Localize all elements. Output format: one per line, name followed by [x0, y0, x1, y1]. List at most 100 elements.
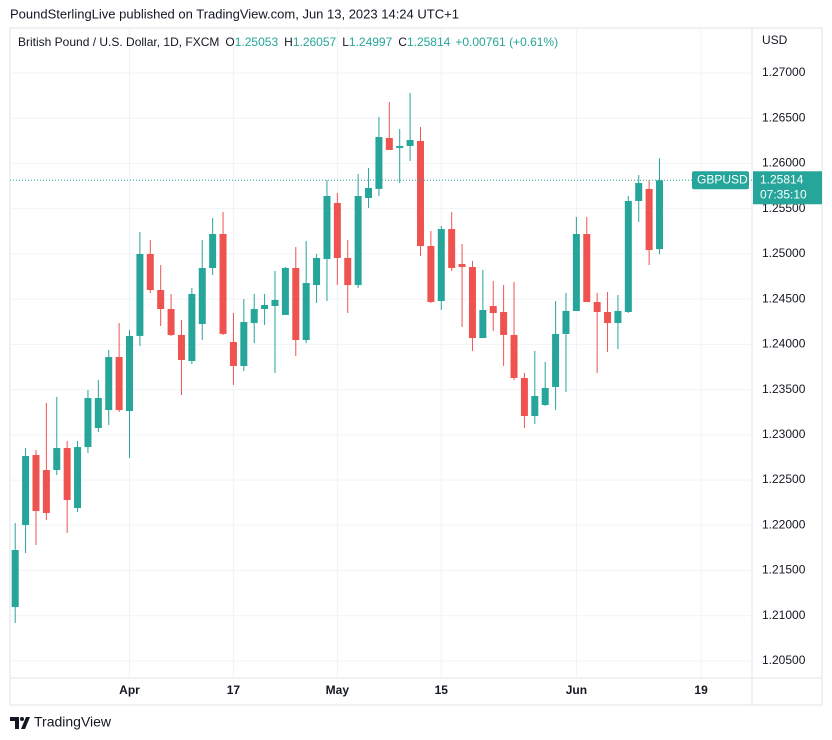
symbol-tag — [692, 171, 749, 190]
candle-body — [22, 455, 30, 526]
candle-body — [593, 302, 601, 312]
legend-ohlc-label: O — [225, 35, 234, 49]
candle-body — [510, 334, 518, 379]
chart-frame — [9, 27, 823, 706]
legend-ohlc-value: 1.25814 — [407, 35, 451, 49]
candle-body — [656, 180, 664, 250]
price-tag — [753, 171, 822, 205]
y-tick-label: 1.27000 — [762, 65, 806, 79]
candle-body — [42, 470, 50, 513]
candle-body — [500, 311, 508, 335]
candle-body — [406, 140, 414, 146]
candle-body — [240, 322, 248, 366]
candle-body — [541, 387, 549, 405]
candle-body — [53, 448, 61, 471]
candle-body — [479, 309, 487, 339]
legend-ohlc-label: C — [398, 35, 407, 49]
candle-body — [63, 448, 71, 500]
candle-body — [313, 257, 321, 286]
legend-title: British Pound / U.S. Dollar, 1D, FXCM — [18, 35, 219, 49]
candle-body — [84, 398, 92, 448]
candle-body — [11, 549, 19, 607]
legend-ohlc-label: H — [284, 35, 293, 49]
legend-ohlc-value: 1.26057 — [293, 35, 337, 49]
candle-body — [520, 378, 528, 417]
y-tick-label: 1.25500 — [762, 201, 806, 215]
y-tick-label: 1.24500 — [762, 291, 806, 305]
candle-body — [562, 310, 570, 334]
candle-body — [635, 182, 643, 201]
candle-body — [531, 396, 539, 417]
candle-body — [614, 310, 622, 324]
candle-body — [74, 447, 82, 509]
candle-body — [572, 233, 580, 311]
price-tag-value: 1.25814 — [760, 172, 804, 186]
candle-body — [552, 333, 560, 387]
y-tick-label: 1.24000 — [762, 337, 806, 351]
candle-body — [624, 200, 632, 312]
candle-body — [281, 268, 289, 315]
price-tag-countdown: 07:35:10 — [760, 187, 807, 201]
y-tick-label: 1.22000 — [762, 517, 806, 531]
y-tick-label: 1.22500 — [762, 472, 806, 486]
candle-body — [261, 305, 269, 309]
footer: TradingView — [34, 714, 112, 730]
y-tick-label: 1.21500 — [762, 563, 806, 577]
candle-body — [229, 342, 237, 366]
y-tick-label: 1.26000 — [762, 156, 806, 170]
x-tick-label: 19 — [694, 683, 708, 697]
tv-logo — [10, 717, 30, 729]
candle-body — [146, 253, 154, 290]
candle-body — [354, 196, 362, 286]
x-tick-label: May — [326, 683, 350, 697]
candle-body — [458, 264, 466, 268]
candle-body — [365, 187, 373, 198]
candle-body — [333, 202, 341, 258]
header: PoundSterlingLive published on TradingVi… — [10, 6, 459, 21]
y-tick-label: 1.20500 — [762, 653, 806, 667]
candle-body — [437, 229, 445, 302]
candle-body — [385, 138, 393, 150]
legend-ohlc-value: 1.25053 — [235, 35, 279, 49]
candle-body — [645, 188, 653, 251]
candle-body — [219, 233, 227, 334]
candle-body — [323, 196, 331, 259]
candle-body — [292, 268, 300, 341]
candle-body — [126, 335, 134, 412]
candle-body — [32, 455, 40, 512]
x-tick-label: Jun — [566, 683, 587, 697]
candle-body — [302, 283, 310, 341]
legend-ohlc-value: 1.24997 — [349, 35, 393, 49]
legend: British Pound / U.S. Dollar, 1D, FXCM O1.… — [18, 35, 558, 49]
y-tick-label: 1.23000 — [762, 427, 806, 441]
candle-body — [396, 145, 404, 148]
candle-body — [427, 246, 435, 303]
candle-body — [94, 398, 102, 429]
candle-body — [583, 233, 591, 303]
candle-body — [177, 334, 185, 361]
candle-body — [344, 257, 352, 286]
y-tick-label: 1.21000 — [762, 608, 806, 622]
candle-body — [448, 229, 456, 269]
x-tick-label: 15 — [435, 683, 449, 697]
candle-body — [416, 141, 424, 247]
legend-change: +0.00761 (+0.61%) — [455, 35, 558, 49]
candle-body — [188, 293, 196, 362]
symbol-name: GBPUSD — [697, 172, 748, 186]
candle-body — [198, 268, 206, 325]
candle-body — [136, 253, 144, 336]
candle-body — [375, 137, 383, 189]
candle-body — [105, 357, 113, 411]
candle-body — [157, 289, 165, 309]
candle-body — [209, 233, 217, 269]
candle-body — [115, 357, 123, 411]
y-tick-label: 1.25000 — [762, 246, 806, 260]
x-tick-label: 17 — [227, 683, 241, 697]
candle-body — [167, 308, 175, 335]
legend-ohlc-label: L — [342, 35, 349, 49]
candle-body — [604, 311, 612, 324]
y-tick-label: 1.26500 — [762, 110, 806, 124]
candle-body — [250, 308, 258, 324]
